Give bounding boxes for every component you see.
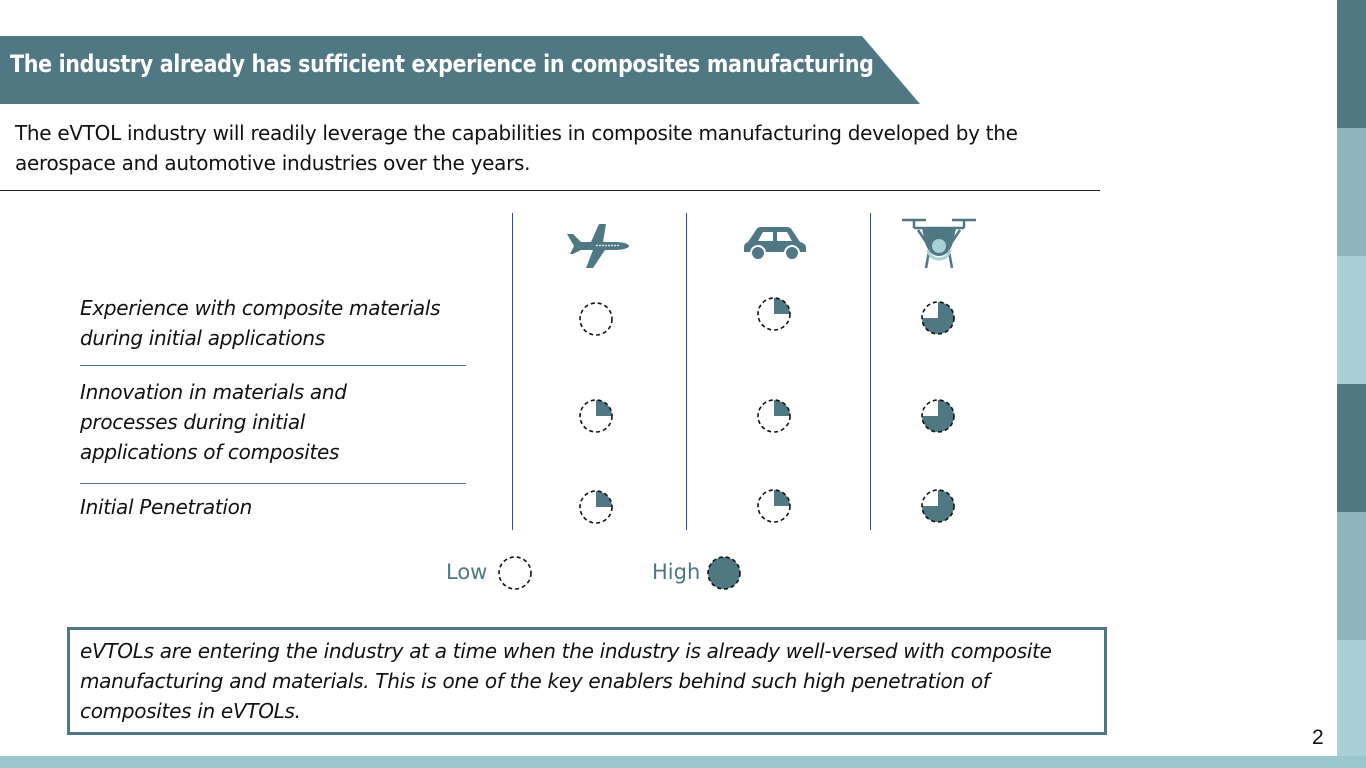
legend-low-ball: [498, 556, 532, 590]
harvey-ball: [579, 302, 613, 336]
row-divider-1: [80, 365, 466, 366]
page-number: 2: [1312, 726, 1324, 749]
column-divider-1: [512, 213, 513, 530]
slide-title: The industry already has sufficient expe…: [10, 50, 874, 78]
intro-text: The eVTOL industry will readily leverage…: [15, 121, 1018, 175]
legend-low-label: Low: [446, 560, 488, 584]
side-bar-segment: [1337, 512, 1366, 640]
key-takeaway-box: eVTOLs are entering the industry at a ti…: [67, 627, 1107, 735]
bottom-accent-bar: [0, 756, 1366, 768]
row-label-penetration: Initial Penetration: [80, 495, 252, 519]
side-bar-segment: [1337, 256, 1366, 384]
harvey-ball: [921, 301, 955, 335]
row-label-innovation: Innovation in materials and processes du…: [80, 380, 347, 464]
harvey-ball: [757, 297, 791, 331]
evtol-drone-icon: [902, 218, 976, 269]
side-bar-segment: [1337, 384, 1366, 512]
airplane-icon: [567, 224, 629, 268]
intro-divider: [0, 190, 1100, 191]
legend-high-ball: [707, 556, 741, 590]
car-icon: [744, 227, 806, 261]
legend-high-label: High: [652, 560, 701, 584]
key-takeaway-text: eVTOLs are entering the industry at a ti…: [80, 639, 1052, 723]
harvey-ball: [757, 489, 791, 523]
harvey-ball: [579, 490, 613, 524]
harvey-ball: [921, 489, 955, 523]
row-divider-2: [80, 483, 466, 484]
side-bar-segment: [1337, 0, 1366, 128]
title-banner: The industry already has sufficient expe…: [0, 36, 920, 104]
side-bar-segment: [1337, 128, 1366, 256]
harvey-ball: [921, 399, 955, 433]
harvey-ball: [579, 399, 613, 433]
side-decoration-bar: [1337, 0, 1366, 768]
side-bar-segment: [1337, 640, 1366, 768]
row-label-experience: Experience with composite materials duri…: [80, 296, 441, 350]
column-divider-2: [686, 213, 687, 530]
harvey-ball: [757, 399, 791, 433]
column-divider-3: [870, 213, 871, 530]
